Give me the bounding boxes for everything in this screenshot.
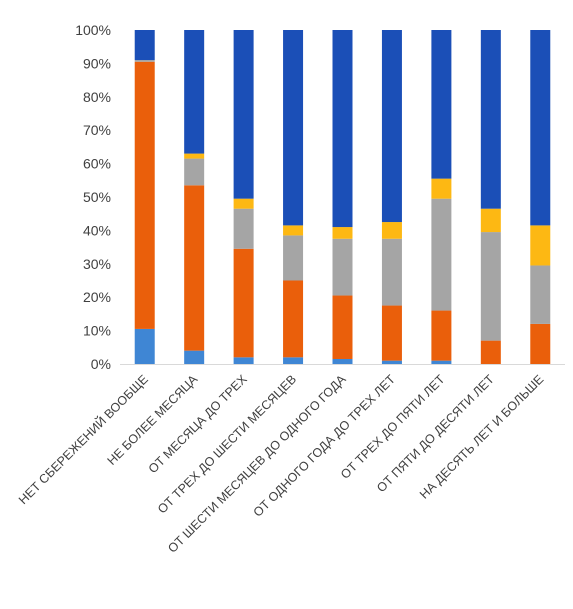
bar-segments	[135, 30, 551, 364]
bar-segment	[333, 359, 353, 364]
bar-segment	[234, 249, 254, 358]
y-tick-label: 90%	[83, 55, 111, 71]
bar-segment	[184, 154, 204, 159]
bar-segment	[184, 351, 204, 364]
bar-segment	[382, 306, 402, 361]
bar-segment	[234, 209, 254, 249]
bar-segment	[234, 199, 254, 209]
y-tick-label: 20%	[83, 289, 111, 305]
bar-segment	[333, 296, 353, 359]
bar-segment	[283, 281, 303, 358]
bar-segment	[283, 357, 303, 364]
x-category-label: НЕ БОЛЕЕ МЕСЯЦА	[105, 372, 201, 468]
bar-segment	[530, 225, 550, 265]
bar-segment	[382, 30, 402, 222]
bar-segment	[431, 361, 451, 364]
bar-segment	[135, 30, 155, 60]
x-category-label: ОТ ШЕСТИ МЕСЯЦЕВ ДО ОДНОГО ГОДА	[165, 372, 349, 556]
bar-segment	[382, 222, 402, 239]
y-tick-label: 30%	[83, 256, 111, 272]
y-tick-label: 40%	[83, 222, 111, 238]
y-tick-label: 50%	[83, 189, 111, 205]
bar-segment	[530, 265, 550, 323]
bar-segment	[234, 30, 254, 199]
bar-segment	[283, 235, 303, 280]
bar-segment	[382, 239, 402, 306]
bar-segment	[431, 30, 451, 179]
bar-segment	[333, 239, 353, 296]
bar-segment	[431, 199, 451, 311]
y-tick-label: 10%	[83, 323, 111, 339]
bar-segment	[481, 209, 501, 232]
bar-segment	[481, 30, 501, 209]
bar-segment	[184, 159, 204, 186]
bar-segment	[530, 324, 550, 364]
bar-segment	[333, 227, 353, 239]
bar-segment	[333, 30, 353, 227]
y-axis-ticks: 0% 10% 20% 30% 40% 50% 60% 70% 80% 90% 100%	[75, 22, 111, 372]
bar-segment	[184, 30, 204, 154]
bar-segment	[481, 232, 501, 341]
y-tick-label: 0%	[91, 356, 111, 372]
bar-segment	[135, 62, 155, 329]
y-tick-label: 60%	[83, 156, 111, 172]
x-category-label: ОТ МЕСЯЦА ДО ТРЕХ	[146, 372, 250, 476]
y-tick-label: 80%	[83, 89, 111, 105]
bar-segment	[431, 179, 451, 199]
bar-segment	[283, 30, 303, 225]
bar-segment	[184, 185, 204, 350]
bar-segment	[431, 311, 451, 361]
bar-segment	[481, 341, 501, 364]
bar-segment	[135, 329, 155, 364]
y-tick-label: 100%	[75, 22, 111, 38]
bar-segment	[382, 361, 402, 364]
bar-segment	[530, 30, 550, 225]
bar-segment	[234, 357, 254, 364]
bar-segment	[135, 60, 155, 62]
bar-segment	[283, 225, 303, 235]
y-tick-label: 70%	[83, 122, 111, 138]
